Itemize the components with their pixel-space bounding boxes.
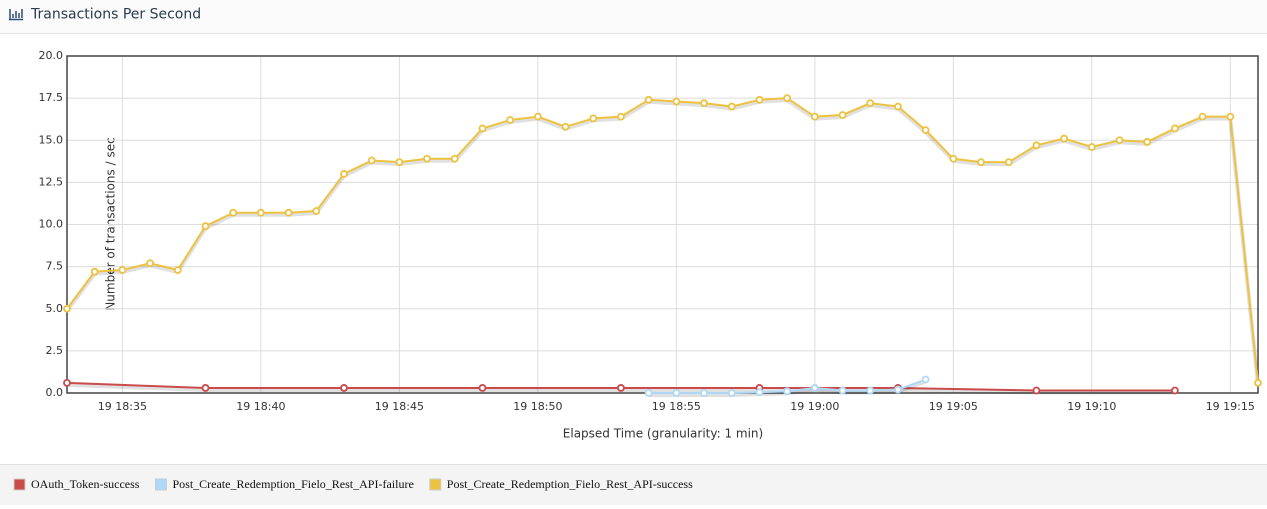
y-tick-label: 10.0 [39,218,64,231]
data-point [1226,112,1235,121]
data-point [810,112,819,121]
data-point [1198,112,1207,121]
series-line [66,97,1259,383]
x-tick-label: 19 18:45 [375,400,424,413]
data-point [229,208,238,217]
x-tick-label: 19 19:00 [790,400,839,413]
data-point [256,208,265,217]
data-point [727,102,736,111]
data-point [894,102,902,111]
legend-swatch[interactable] [429,478,442,491]
data-point [1004,158,1013,167]
y-tick-label: 17.5 [39,91,64,104]
data-point [561,122,570,131]
data-point [1171,386,1179,395]
data-point [617,112,625,121]
data-point [63,304,71,313]
legend-entry[interactable]: Post_Create_Redemption_Fielo_Rest_API-su… [447,477,693,491]
data-point [700,99,708,108]
data-point [783,387,792,396]
data-point [450,154,459,163]
data-point [1115,136,1124,145]
data-point [284,208,293,217]
data-point [90,267,99,276]
data-point [506,116,515,124]
header-bar [0,0,1267,33]
legend-entry[interactable]: OAuth_Token-success [31,477,140,491]
data-point [1032,386,1041,395]
x-tick-label: 19 18:40 [236,400,285,413]
data-point [949,154,958,163]
data-point [478,124,487,133]
x-tick-label: 19 19:05 [929,400,978,413]
page-title: Transactions Per Second [30,7,201,23]
x-tick-label: 19 18:55 [652,400,701,413]
y-tick-label: 5.0 [46,302,64,315]
legend-swatch[interactable] [13,478,26,491]
data-point [423,154,431,163]
data-point [146,259,154,268]
legend-bar [0,464,1267,505]
data-point [1087,143,1096,151]
y-tick-label: 7.5 [46,260,64,273]
data-point [700,389,708,397]
x-tick-label: 19 18:50 [513,400,562,413]
y-tick-label: 2.5 [46,344,64,357]
x-tick-label: 19 18:35 [98,400,147,413]
legend-swatch[interactable] [154,478,167,491]
data-point [617,384,625,392]
data-point [921,126,930,135]
data-point [1171,124,1179,133]
data-point [367,156,376,165]
data-point [201,222,210,231]
data-point [201,384,210,392]
data-point [533,112,542,121]
data-point [755,388,764,397]
data-point [1060,134,1069,143]
y-tick-label: 20.0 [39,49,64,62]
data-point [644,389,653,397]
x-axis-label: Elapsed Time (granularity: 1 min) [563,427,763,441]
data-point [63,378,71,387]
chart-icon [9,9,23,21]
data-point [340,384,348,392]
data-point [1254,378,1262,387]
legend-entry[interactable]: Post_Create_Redemption_Fielo_Rest_API-fa… [172,477,413,491]
data-point [755,95,764,104]
data-point [810,384,819,392]
data-point [1143,138,1152,146]
data-point [866,99,875,108]
data-point [1032,141,1041,150]
data-point [783,94,792,103]
data-point [644,95,653,104]
data-point [838,386,847,395]
data-point [838,111,847,119]
x-tick-label: 19 19:15 [1206,400,1255,413]
data-point [312,207,321,215]
data-point [672,97,681,106]
x-tick-label: 19 19:10 [1067,400,1116,413]
data-point [727,389,736,397]
y-tick-label: 15.0 [39,133,64,146]
y-tick-label: 12.5 [39,175,64,188]
data-point [672,389,681,397]
data-point [866,386,875,395]
y-tick-label: 0.0 [46,386,64,399]
series-shadow [65,98,1260,386]
data-point [395,158,404,167]
data-point [118,266,127,274]
data-point [894,385,902,394]
data-point [173,266,182,274]
data-point [478,384,487,392]
data-point [977,158,985,167]
data-point [340,170,348,178]
data-point [589,114,598,123]
data-point [921,375,930,384]
